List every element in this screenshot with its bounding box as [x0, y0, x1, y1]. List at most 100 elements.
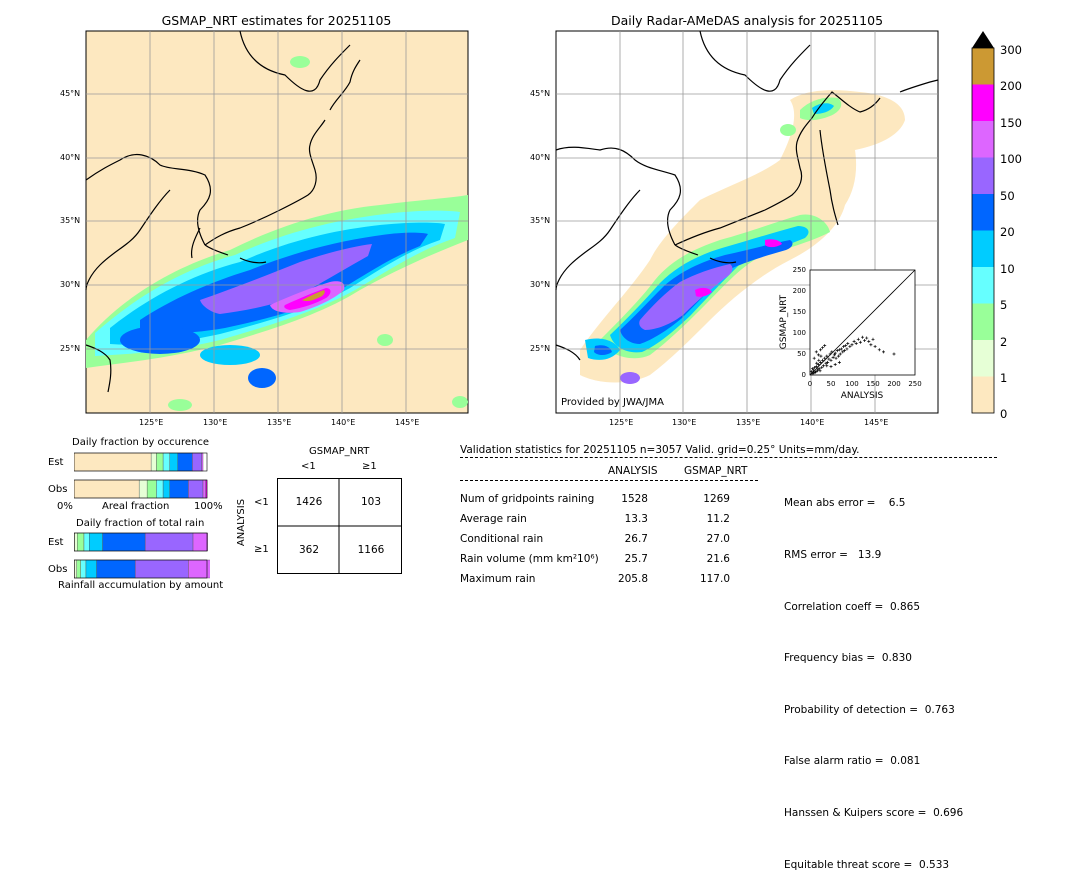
- scatter-point: [813, 365, 817, 369]
- scatter-point: [846, 342, 850, 345]
- bar-segment: [144, 532, 194, 552]
- colorbar-tick: 2: [1000, 335, 1008, 349]
- scatter-point: [823, 344, 827, 348]
- score-line: Equitable threat score = 0.533: [784, 858, 950, 871]
- scatter-ytick: 50: [797, 350, 806, 358]
- score-line: False alarm ratio = 0.081: [784, 755, 921, 768]
- colorbar-block: [972, 157, 994, 194]
- score-line: Probability of detection = 0.763: [784, 703, 955, 716]
- contingency-row-lt: <1: [254, 497, 269, 508]
- scatter-point: [817, 358, 821, 362]
- bar-segment: [150, 452, 157, 472]
- right-lat-label: 30°N: [530, 280, 551, 289]
- contingency-d: 1166: [357, 544, 385, 556]
- contingency-col-lt: <1: [301, 461, 316, 472]
- scatter-point: [848, 344, 852, 348]
- scatter-point: [863, 339, 867, 343]
- bar-segment: [80, 559, 87, 579]
- right-lat-label: 45°N: [530, 89, 551, 98]
- colorbar-block: [972, 84, 994, 121]
- scatter-point: [829, 365, 833, 369]
- bar-segment: [192, 452, 202, 472]
- validation-col-gsmap: GSMAP_NRT: [684, 465, 748, 477]
- stat-analysis: 13.3: [624, 513, 648, 525]
- contingency-grid: [277, 478, 402, 574]
- scatter-point: [854, 342, 858, 345]
- left-map-title: GSMAP_NRT estimates for 20251105: [161, 13, 392, 28]
- right-rain-field: [580, 90, 905, 384]
- scatter-point: [814, 365, 818, 369]
- stat-analysis: 25.7: [624, 553, 648, 565]
- stat-label: Rain volume (mm km²10⁶): [460, 553, 599, 565]
- right-lon-label: 135°E: [736, 418, 761, 427]
- scatter-point: [852, 339, 856, 343]
- bar-segment: [169, 452, 178, 472]
- stat-analysis: 205.8: [617, 573, 648, 585]
- scatter-point: [856, 337, 860, 341]
- scatter-point: [826, 360, 830, 364]
- left-lat-label: 30°N: [60, 280, 81, 289]
- total-rain-bar-obs: [74, 559, 210, 579]
- right-lon-label: 145°E: [864, 418, 889, 427]
- left-gridlines: [86, 31, 468, 413]
- scatter-point: [821, 364, 825, 368]
- colorbar-tick: 1: [1000, 371, 1008, 385]
- scatter-point: [821, 358, 825, 362]
- contingency-row-ge: ≥1: [254, 544, 269, 555]
- occurrence-axis-right: 100%: [194, 501, 223, 512]
- left-lon-label: 145°E: [395, 418, 420, 427]
- colorbar-block: [972, 340, 994, 377]
- map-credit: Provided by JWA/JMA: [561, 397, 664, 408]
- right-lon-label: 130°E: [672, 418, 697, 427]
- colorbar-block: [972, 303, 994, 340]
- scatter-xlabel: ANALYSIS: [841, 391, 884, 401]
- stat-gsmap: 27.0: [706, 533, 730, 545]
- validation-divider: [460, 457, 997, 458]
- contingency-a: 1426: [295, 496, 323, 508]
- bar-outline: [74, 452, 208, 472]
- score-line: Frequency bias = 0.830: [784, 652, 912, 665]
- scatter-point: [867, 339, 871, 343]
- scatter-point: [816, 367, 820, 371]
- scatter-point: [873, 344, 877, 348]
- score-line: Hanssen & Kuipers score = 0.696: [784, 807, 964, 820]
- stat-label: Conditional rain: [460, 533, 544, 545]
- validation-row-labels: Num of gridpoints raining Average rain C…: [460, 489, 599, 589]
- right-map-title: Daily Radar-AMeDAS analysis for 20251105: [610, 13, 884, 28]
- scatter-point: [829, 358, 833, 362]
- left-lat-label: 25°N: [60, 344, 81, 353]
- scatter-point: [877, 348, 881, 352]
- total-rain-title: Daily fraction of total rain: [76, 518, 205, 529]
- score-line: RMS error = 13.9: [784, 549, 882, 562]
- scatter-xtick: 100: [845, 380, 858, 388]
- contingency-row-label: ANALYSIS: [236, 498, 248, 547]
- scatter-point: [812, 371, 816, 375]
- stat-gsmap: 11.2: [706, 513, 730, 525]
- stat-gsmap: 21.6: [706, 553, 730, 565]
- bar-segment: [146, 479, 157, 499]
- scatter-point: [871, 337, 875, 341]
- bar-segment: [138, 479, 148, 499]
- bar-segment: [102, 532, 146, 552]
- scatter-point: [819, 360, 822, 364]
- bar-segment: [74, 452, 152, 472]
- total-rain-bars: [74, 532, 210, 579]
- scatter-point: [810, 372, 814, 376]
- scatter-point: [842, 349, 846, 353]
- bar-segment: [156, 479, 164, 499]
- scatter-point: [850, 343, 854, 347]
- scatter-point: [825, 354, 829, 358]
- occurrence-bar-est: [74, 452, 208, 472]
- scatter-point: [840, 347, 843, 351]
- scatter-point: [824, 361, 828, 365]
- right-lon-label: 140°E: [800, 418, 825, 427]
- scatter-ylabel: GSMAP_NRT: [779, 294, 789, 349]
- scatter-point: [811, 367, 815, 371]
- colorbar-block: [972, 121, 994, 158]
- bar-segment: [85, 559, 97, 579]
- scatter-point: [892, 352, 896, 356]
- scatter-point: [837, 360, 841, 364]
- occurrence-axis-mid: Areal fraction: [102, 501, 170, 512]
- colorbar-block: [972, 48, 994, 85]
- scatter-point: [828, 352, 832, 356]
